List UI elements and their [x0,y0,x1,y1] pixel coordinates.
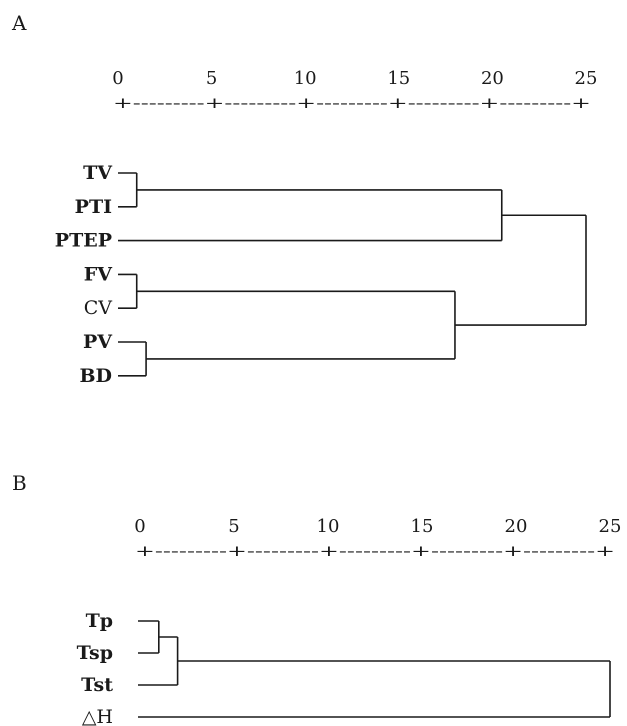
panel-b-leaf-label-tp: Tp [86,610,113,632]
panel-a-scale-tick-25: 25 [575,68,598,89]
panel-a-leaf-label-ptep: PTEP [55,230,112,252]
panel-b-leaf-label-tst: Tst [81,674,113,696]
panel-a-leaf-label-cv: CV [84,297,113,319]
panel-b-scale-tick-5: 5 [228,516,239,537]
panel-a-leaf-label-pti: PTI [75,196,112,218]
panel-a-scale-tick-20: 20 [481,68,504,89]
panel-a-label: A [11,11,27,35]
panel-a-leaf-label-bd: BD [79,365,112,387]
panel-a-scale-tick-0: 0 [112,68,123,89]
panel-b-scale-tick-15: 15 [411,516,434,537]
panel-a-scale-tick-15: 15 [387,68,410,89]
panel-b-scale-rule: +---------+---------+---------+---------… [135,542,615,560]
panel-b-leaf-label-tsp: Tsp [77,642,113,664]
panel-b-label: B [12,471,27,495]
panel-b-scale-tick-25: 25 [599,516,622,537]
panel-a-leaf-label-tv: TV [83,162,113,184]
panel-b-scale-tick-10: 10 [317,516,340,537]
panel-a-leaf-label-fv: FV [84,263,113,285]
panel-a-scale-rule: +---------+---------+---------+---------… [113,94,591,112]
panel-b-scale-tick-0: 0 [134,516,145,537]
panel-a-scale-tick-10: 10 [294,68,317,89]
panel-b-leaf-label-xh: △H [82,706,113,726]
panel-b-scale-tick-20: 20 [505,516,528,537]
panel-a-scale-tick-5: 5 [206,68,217,89]
panel-a-leaf-label-pv: PV [83,331,113,353]
